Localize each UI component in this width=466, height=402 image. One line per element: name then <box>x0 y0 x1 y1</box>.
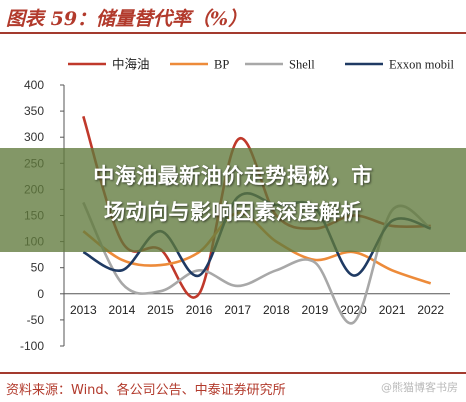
y-tick-label: 0 <box>37 287 44 301</box>
y-tick-label: 50 <box>31 261 45 275</box>
x-tick-label: 2016 <box>186 303 213 317</box>
legend-label: BP <box>214 58 229 72</box>
figure-header: 图表 59：储量替代率（%） <box>0 0 466 34</box>
x-tick-label: 2017 <box>224 303 251 317</box>
legend-label: Shell <box>289 58 315 72</box>
overlay-headline-line-2: 场动向与影响因素深度解析 <box>104 200 362 224</box>
chart-legend: 中海油 BP Shell Exxon mobil <box>68 57 454 72</box>
x-tick-label: 2015 <box>147 303 174 317</box>
source-note: 资料来源：Wind、各公司公告、中泰证券研究所 <box>6 383 286 398</box>
overlay-headline-line-1: 中海油最新油价走势揭秘，市 <box>93 164 373 188</box>
x-tick-label: 2018 <box>263 303 290 317</box>
x-tick-label: 2013 <box>70 303 97 317</box>
x-tick-label: 2022 <box>417 303 444 317</box>
series-line-shell <box>82 201 432 325</box>
figure-title: 图表 59：储量替代率（%） <box>6 8 248 30</box>
x-tick-label: 2019 <box>302 303 329 317</box>
legend-label: 中海油 <box>112 57 150 72</box>
y-tick-label: -50 <box>27 313 45 327</box>
overlay-headline: 中海油最新油价走势揭秘，市 场动向与影响因素深度解析 <box>0 158 466 230</box>
y-tick-label: -100 <box>20 339 44 353</box>
overlay-banner <box>0 148 466 252</box>
y-tick-label: 350 <box>24 104 44 118</box>
legend-label: Exxon mobil <box>389 58 454 72</box>
x-tick-label: 2021 <box>379 303 406 317</box>
x-tick-label: 2014 <box>109 303 136 317</box>
figure-footer: 资料来源：Wind、各公司公告、中泰证券研究所 @熊猫博客书房 <box>0 372 466 402</box>
y-tick-label: 300 <box>24 130 44 144</box>
y-tick-label: 400 <box>24 78 44 92</box>
watermark: @熊猫博客书房 <box>381 381 458 394</box>
